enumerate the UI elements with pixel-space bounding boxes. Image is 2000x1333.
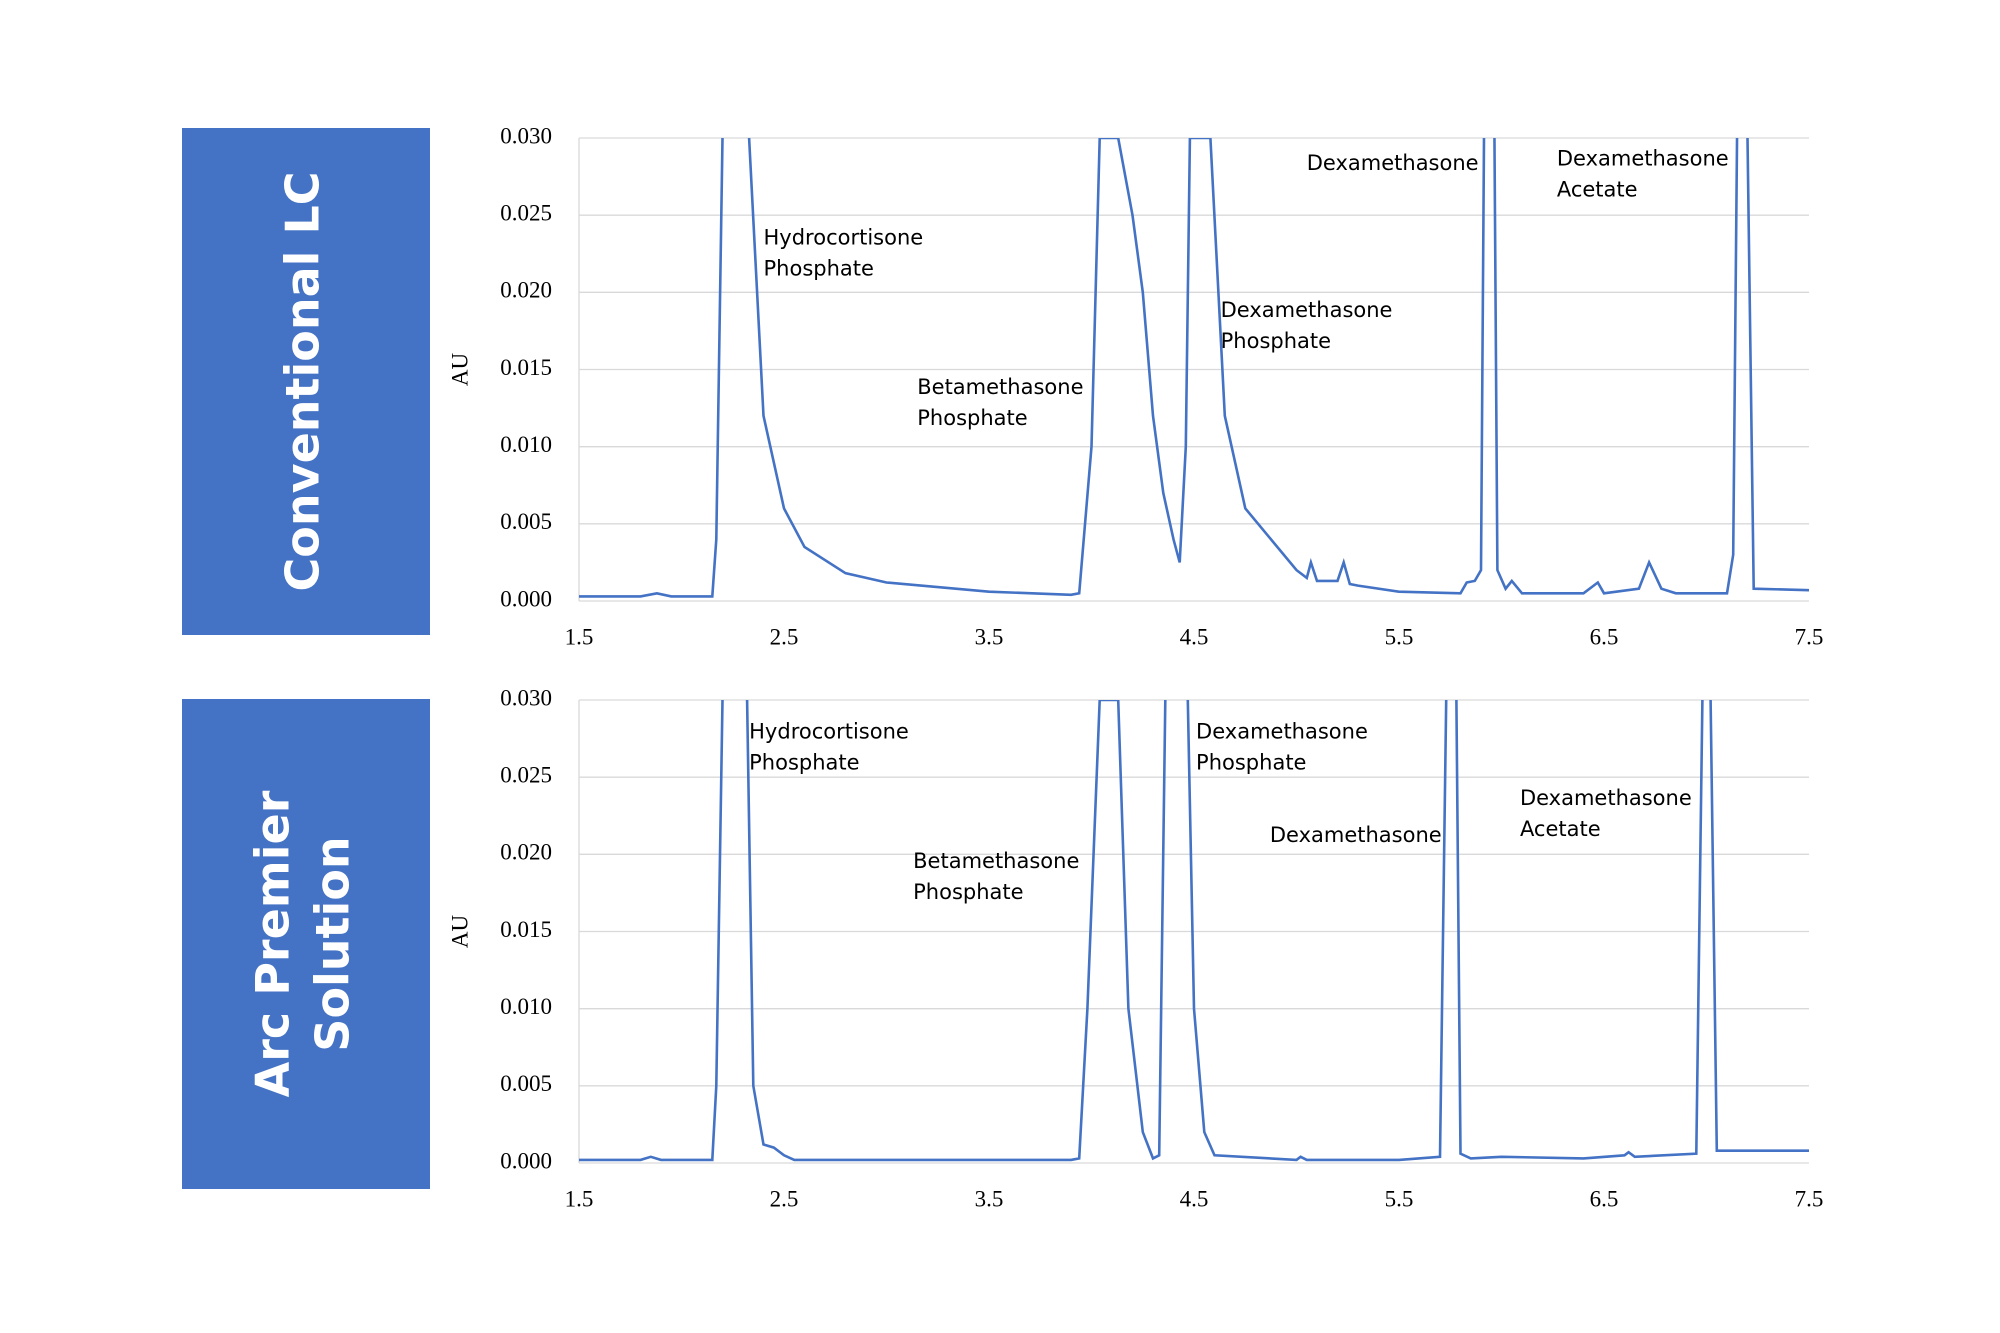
x-tick-label: 5.5 <box>1385 1186 1414 1211</box>
y-axis-label: AU <box>447 353 472 387</box>
panel-label: Conventional LC <box>276 171 330 591</box>
annotation: Dexamethasone <box>1307 151 1479 175</box>
y-tick-label: 0.020 <box>500 840 552 865</box>
annotation: Hydrocortisone <box>749 719 909 743</box>
y-axis-label: AU <box>447 915 472 949</box>
y-tick-label: 0.010 <box>500 994 552 1019</box>
y-tick-label: 0.025 <box>500 200 552 225</box>
y-tick-label: 0.030 <box>500 685 552 710</box>
x-tick-label: 6.5 <box>1590 624 1619 649</box>
annotation: Acetate <box>1520 817 1601 841</box>
x-tick-label: 4.5 <box>1180 1186 1209 1211</box>
y-tick-label: 0.015 <box>500 355 552 380</box>
x-tick-label: 7.5 <box>1795 1186 1824 1211</box>
x-tick-label: 3.5 <box>975 1186 1004 1211</box>
y-tick-label: 0.005 <box>500 1071 552 1096</box>
x-tick-label: 1.5 <box>565 1186 594 1211</box>
annotation: Phosphate <box>764 256 874 280</box>
annotation: Hydrocortisone <box>764 225 924 249</box>
panel-label: Solution <box>306 836 360 1051</box>
annotation: Dexamethasone <box>1520 786 1692 810</box>
line-series <box>579 700 1809 1162</box>
x-tick-label: 6.5 <box>1590 1186 1619 1211</box>
y-tick-label: 0.015 <box>500 917 552 942</box>
annotation: Dexamethasone <box>1221 298 1393 322</box>
annotation: Phosphate <box>749 750 859 774</box>
annotation: Dexamethasone <box>1270 823 1442 847</box>
x-tick-label: 2.5 <box>770 624 799 649</box>
y-tick-label: 0.000 <box>500 586 552 611</box>
annotation: Betamethasone <box>913 849 1079 873</box>
annotation: Dexamethasone <box>1557 147 1729 171</box>
annotation: Dexamethasone <box>1196 719 1368 743</box>
x-tick-label: 3.5 <box>975 624 1004 649</box>
y-tick-label: 0.020 <box>500 278 552 303</box>
x-tick-label: 7.5 <box>1795 624 1824 649</box>
panel-label: Arc Premier <box>246 790 300 1097</box>
y-tick-label: 0.010 <box>500 432 552 457</box>
x-tick-label: 5.5 <box>1385 624 1414 649</box>
annotation: Acetate <box>1557 178 1638 202</box>
line-series <box>579 138 1809 598</box>
panel-box <box>182 699 430 1189</box>
x-tick-label: 1.5 <box>565 624 594 649</box>
y-tick-label: 0.025 <box>500 762 552 787</box>
y-tick-label: 0.000 <box>500 1148 552 1173</box>
panel-box <box>182 128 430 635</box>
annotation: Phosphate <box>917 406 1027 430</box>
annotation: Phosphate <box>913 880 1023 904</box>
x-tick-label: 4.5 <box>1180 624 1209 649</box>
y-tick-label: 0.005 <box>500 509 552 534</box>
x-tick-label: 2.5 <box>770 1186 799 1211</box>
annotation: Phosphate <box>1221 329 1331 353</box>
y-tick-label: 0.030 <box>500 123 552 148</box>
annotation: Phosphate <box>1196 750 1306 774</box>
annotation: Betamethasone <box>917 375 1083 399</box>
